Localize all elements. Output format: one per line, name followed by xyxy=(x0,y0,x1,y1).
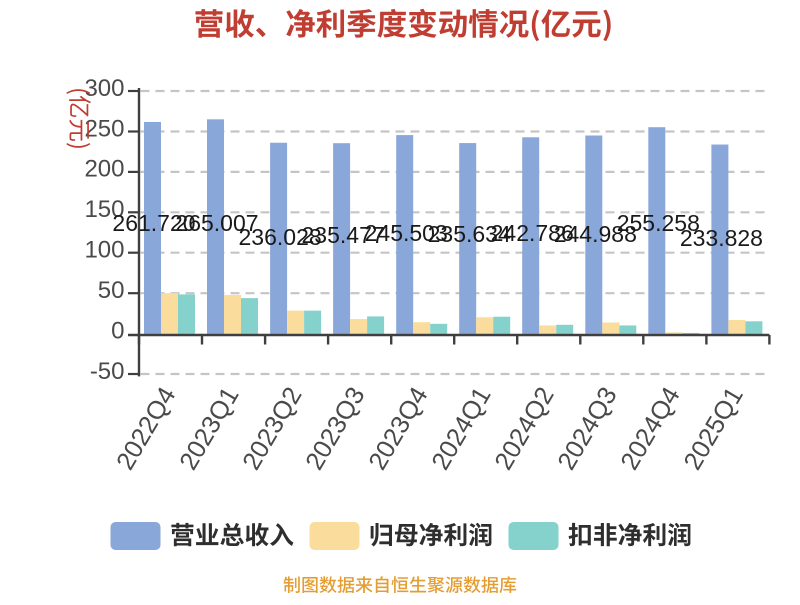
svg-text:300: 300 xyxy=(84,75,124,102)
svg-text:235.477: 235.477 xyxy=(302,222,385,248)
svg-text:0: 0 xyxy=(111,317,124,344)
svg-text:-50: -50 xyxy=(90,358,125,385)
svg-text:235.634: 235.634 xyxy=(428,221,511,247)
svg-text:250: 250 xyxy=(84,115,124,142)
svg-text:245.503: 245.503 xyxy=(365,220,448,246)
svg-text:244.988: 244.988 xyxy=(554,221,637,247)
svg-text:50: 50 xyxy=(98,277,125,304)
svg-text:236.028: 236.028 xyxy=(239,224,322,250)
svg-text:150: 150 xyxy=(84,196,124,223)
svg-text:255.258: 255.258 xyxy=(617,210,700,236)
svg-text:100: 100 xyxy=(84,237,124,264)
svg-text:265.007: 265.007 xyxy=(175,210,258,236)
svg-text:242.786: 242.786 xyxy=(491,220,574,246)
svg-text:200: 200 xyxy=(84,156,124,183)
svg-text:261.720: 261.720 xyxy=(112,210,195,236)
svg-text:233.828: 233.828 xyxy=(680,225,763,251)
